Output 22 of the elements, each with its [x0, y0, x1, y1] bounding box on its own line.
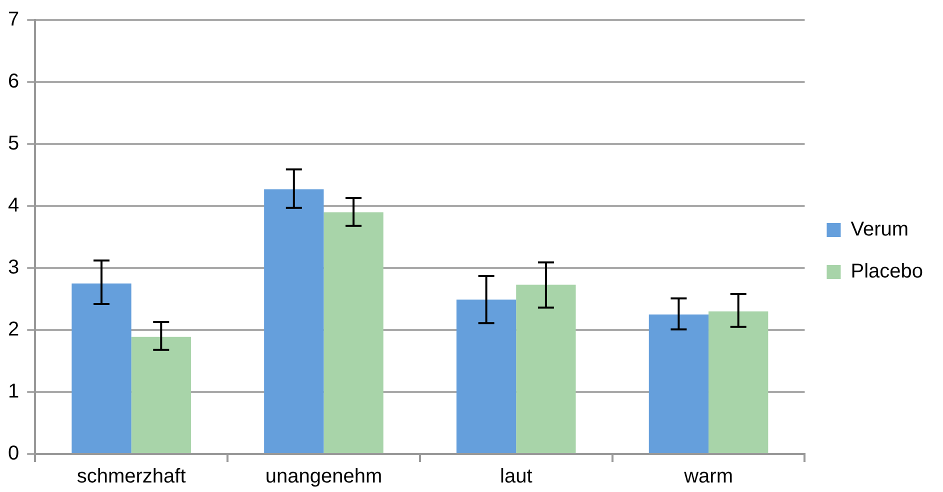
x-tick-label: warm	[683, 466, 733, 488]
bar	[131, 336, 191, 453]
bar	[708, 311, 768, 453]
y-tick-label: 4	[8, 194, 20, 217]
y-tick-label: 5	[8, 132, 20, 155]
y-tick-label: 1	[8, 380, 20, 403]
x-tick-label: laut	[500, 466, 533, 488]
bar	[648, 314, 709, 453]
x-tick-label: unangenehm	[265, 466, 382, 488]
y-tick-label: 6	[8, 70, 20, 93]
y-tick-label: 7	[8, 8, 20, 31]
bar	[264, 189, 324, 453]
y-tick-label: 3	[8, 256, 20, 279]
bar	[456, 300, 516, 453]
bar	[72, 284, 132, 453]
y-tick-label: 0	[8, 442, 20, 465]
x-tick-label: schmerzhaft	[76, 466, 186, 488]
legend-label: Verum	[850, 218, 909, 241]
legend-label: Placebo	[850, 260, 924, 283]
y-tick-label: 2	[8, 318, 20, 341]
bar	[516, 284, 576, 453]
bar	[324, 212, 384, 453]
